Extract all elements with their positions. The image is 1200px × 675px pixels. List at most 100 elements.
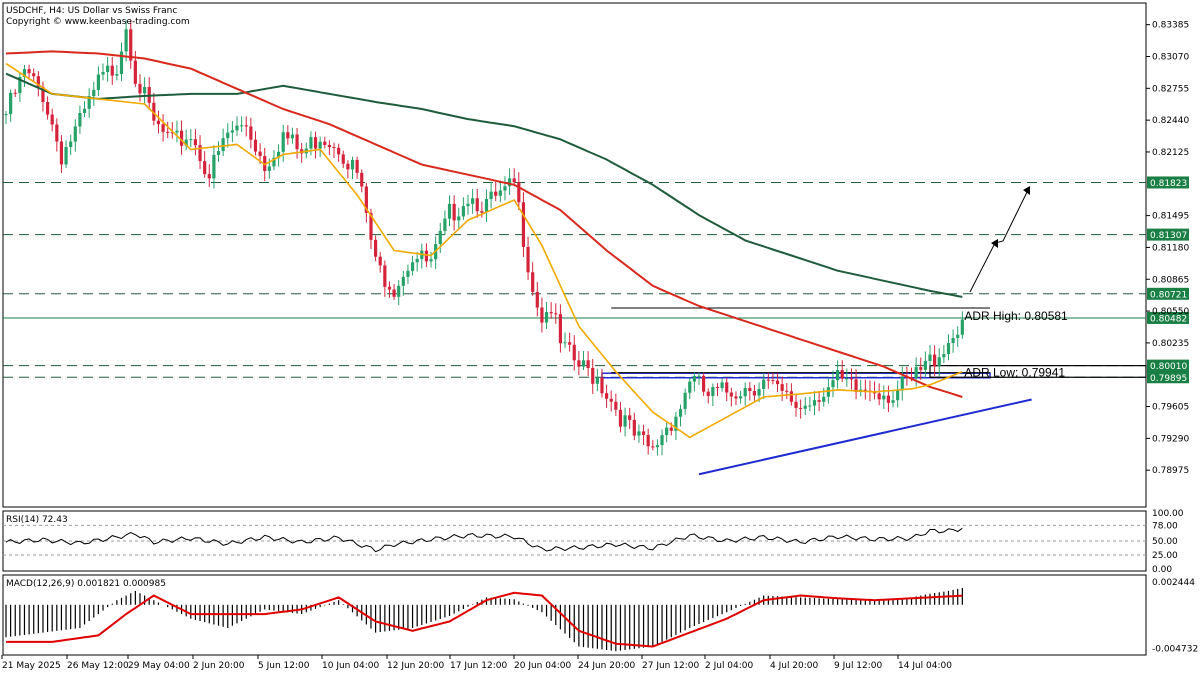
ema-slow-line bbox=[5, 72, 963, 298]
candle-body bbox=[831, 380, 835, 388]
candle-body bbox=[106, 65, 110, 72]
candle-body bbox=[812, 400, 817, 406]
rsi-indicator: 100.00 78.00 50.00 25.00 0.00 bbox=[3, 509, 1184, 575]
candle-body bbox=[715, 387, 720, 389]
candle-body bbox=[563, 342, 567, 344]
candle-body bbox=[568, 342, 572, 345]
candle-body bbox=[415, 258, 419, 263]
candle-body bbox=[267, 166, 271, 171]
candle-body bbox=[198, 145, 202, 162]
candle-body bbox=[184, 139, 188, 146]
candle-body bbox=[558, 314, 562, 344]
price-tick-label-7: 0.80865 bbox=[1152, 275, 1189, 285]
candle-body bbox=[489, 191, 493, 199]
candle-body bbox=[498, 190, 502, 196]
candle-body bbox=[161, 124, 165, 132]
time-tick-label-13: 9 Jul 12:00 bbox=[834, 661, 883, 671]
candle-body bbox=[443, 218, 447, 231]
candle-body bbox=[882, 395, 886, 400]
candle-body bbox=[9, 92, 13, 115]
candle-body bbox=[50, 114, 54, 125]
level-tag-text-5: 0.79895 bbox=[1150, 374, 1187, 384]
candle-body bbox=[263, 156, 267, 171]
candle-body bbox=[886, 395, 891, 403]
candles-layer bbox=[4, 19, 964, 456]
candle-body bbox=[424, 250, 429, 262]
candle-body bbox=[836, 370, 840, 381]
candle-body bbox=[674, 416, 678, 431]
candle-body bbox=[595, 377, 599, 384]
candle-body bbox=[752, 391, 757, 396]
candle-body bbox=[720, 382, 724, 389]
candle-body bbox=[896, 390, 900, 401]
candle-body bbox=[166, 131, 170, 133]
candle-body bbox=[350, 159, 355, 170]
candle-body bbox=[641, 431, 646, 435]
macd-indicator: 0.002444 -0.004732 bbox=[5, 578, 1198, 655]
candle-body bbox=[775, 380, 780, 385]
candle-body bbox=[637, 431, 641, 436]
candle-body bbox=[937, 357, 941, 367]
candle-body bbox=[457, 216, 461, 221]
level-tag-1 bbox=[1147, 228, 1189, 241]
candle-body bbox=[272, 157, 276, 167]
candle-body bbox=[646, 434, 650, 447]
candle-body bbox=[581, 360, 586, 367]
candle-body bbox=[618, 409, 623, 427]
ema-fast-line bbox=[5, 62, 963, 439]
candle-body bbox=[660, 435, 664, 446]
candle-body bbox=[946, 342, 951, 355]
candle-body bbox=[374, 239, 378, 257]
candle-body bbox=[429, 259, 433, 262]
candle-body bbox=[748, 387, 752, 392]
candle-body bbox=[725, 382, 729, 393]
level-tag-text-0: 0.81823 bbox=[1150, 179, 1187, 189]
time-tick-label-3: 2 Jun 20:00 bbox=[193, 661, 245, 671]
candle-body bbox=[840, 370, 844, 379]
time-tick-label-8: 20 Jun 04:00 bbox=[514, 661, 571, 671]
candle-body bbox=[364, 186, 368, 213]
candle-body bbox=[503, 186, 507, 191]
projection-arrow-line bbox=[969, 189, 1029, 293]
candle-body bbox=[92, 89, 96, 97]
candle-body bbox=[734, 396, 738, 399]
candle-body bbox=[845, 378, 849, 380]
candle-body bbox=[27, 69, 31, 74]
macd-tick-label-0: 0.002444 bbox=[1152, 578, 1195, 588]
copyright-text: Copyright © www.keenbase-trading.com bbox=[6, 17, 190, 27]
rsi-line bbox=[5, 527, 963, 553]
candle-body bbox=[346, 163, 350, 170]
candle-body bbox=[101, 71, 105, 75]
candle-body bbox=[914, 367, 918, 379]
candle-body bbox=[475, 198, 479, 212]
candle-body bbox=[295, 134, 299, 150]
candle-body bbox=[600, 377, 604, 394]
candle-body bbox=[13, 92, 17, 94]
trendline-layer bbox=[698, 398, 1032, 476]
candle-body bbox=[41, 86, 45, 103]
candle-body bbox=[623, 415, 627, 427]
rsi-title: RSI(14) 72.43 bbox=[6, 515, 68, 525]
candle-body bbox=[133, 60, 137, 84]
candle-body bbox=[517, 182, 521, 203]
candle-body bbox=[803, 405, 807, 409]
candle-body bbox=[216, 151, 221, 155]
candle-body bbox=[738, 396, 743, 399]
candle-body bbox=[143, 86, 147, 94]
candle-body bbox=[540, 307, 544, 323]
level-tag-2 bbox=[1147, 287, 1189, 300]
candle-body bbox=[387, 286, 392, 290]
candle-body bbox=[78, 112, 82, 127]
candle-body bbox=[276, 151, 281, 158]
candle-body bbox=[632, 419, 636, 436]
candle-body bbox=[18, 77, 22, 94]
candle-body bbox=[826, 387, 830, 397]
candle-body bbox=[193, 139, 198, 146]
candle-body bbox=[494, 191, 498, 196]
candle-body bbox=[572, 344, 576, 361]
candle-body bbox=[355, 159, 359, 173]
candle-body bbox=[175, 130, 179, 133]
level-tag-text-4: 0.80010 bbox=[1150, 362, 1187, 372]
candle-body bbox=[32, 73, 36, 77]
